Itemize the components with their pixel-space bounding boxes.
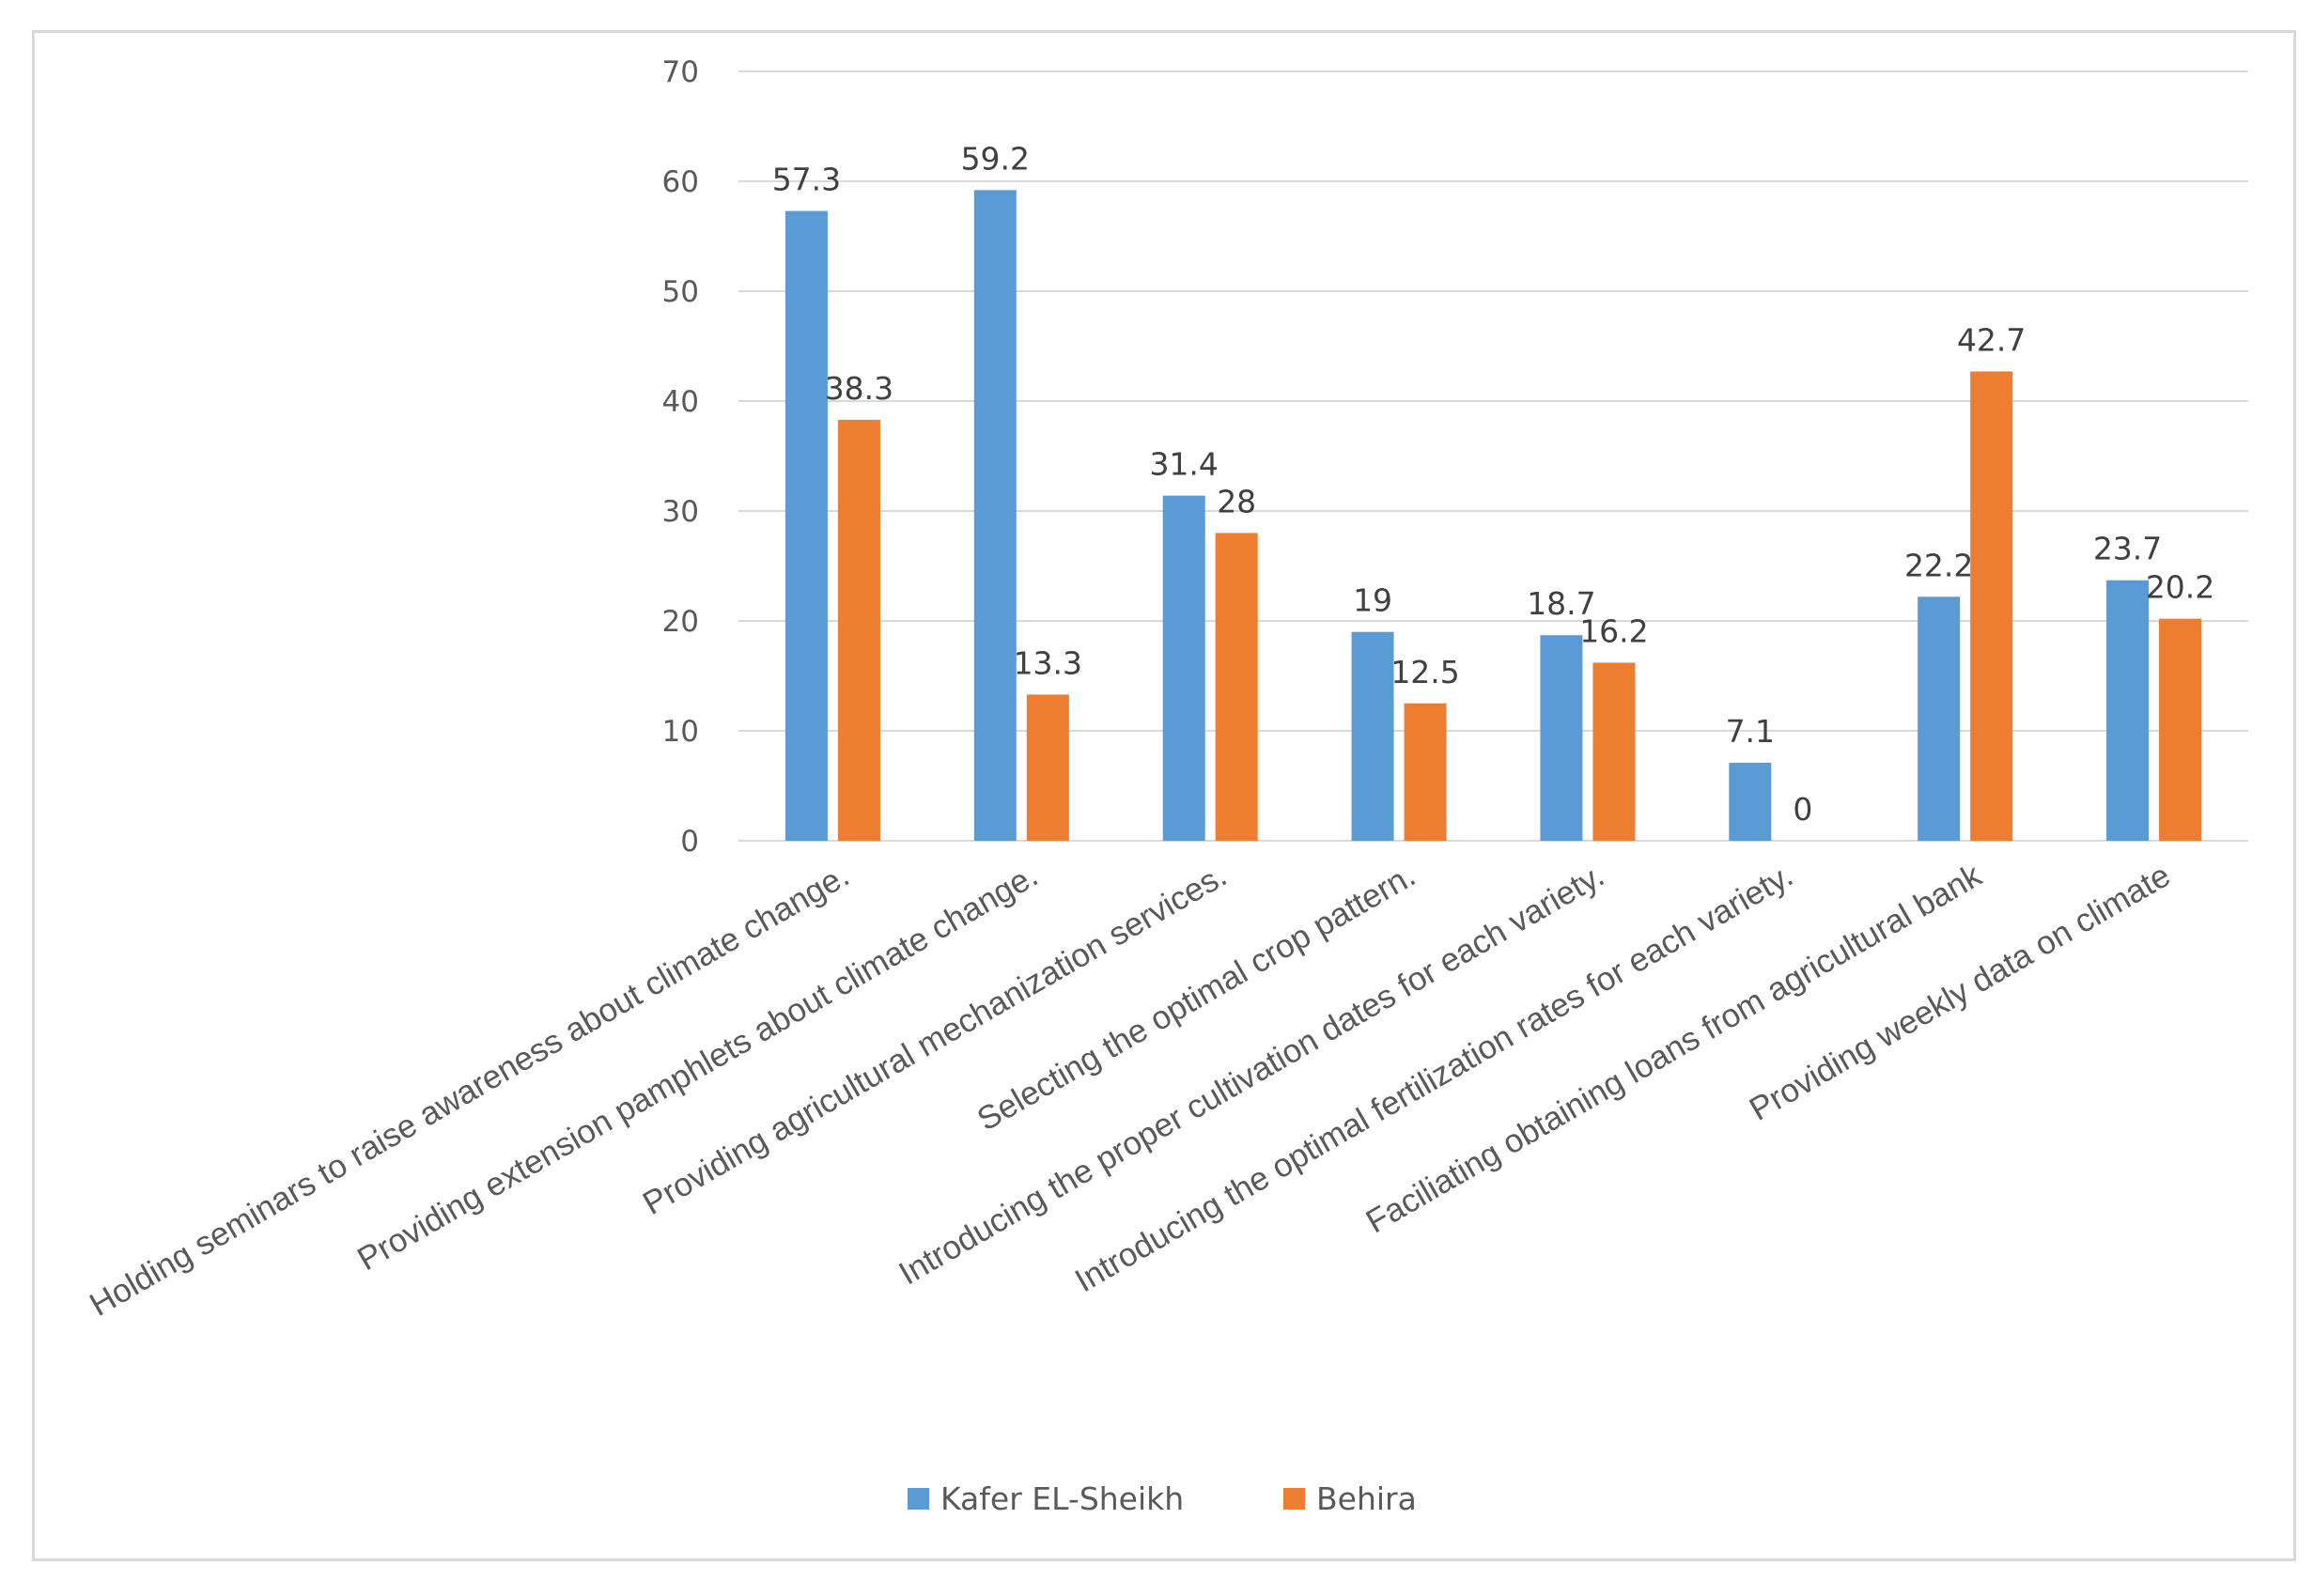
data-label: 20.2 [2146,569,2214,606]
category-label: Providing extension pamphlets about clim… [351,857,1044,1278]
bar-behira [1404,703,1447,841]
data-label: 23.7 [2093,531,2162,567]
bar-chart: 0 10 20 30 40 50 60 70 57.3 38.3 59.2 13.3 31.428 19… [84,55,2248,1517]
data-label: 28 [1217,483,1256,519]
y-tick-label: 60 [662,165,699,199]
y-tick-label: 10 [662,715,699,749]
bar-behira [837,419,880,841]
data-label: 7.1 [1726,713,1775,750]
y-tick-label: 30 [662,495,699,529]
data-label: 16.2 [1579,612,1648,649]
bar-kafer-el-sheikh [973,190,1017,842]
bars [784,190,2202,842]
data-label: 18.7 [1527,585,1595,622]
bar-behira [1215,533,1258,841]
bar-kafer-el-sheikh [1540,635,1583,841]
y-tick-label: 0 [680,825,699,859]
legend: Kafer EL-Sheikh Behira [908,1480,1417,1517]
data-label: 12.5 [1390,654,1459,690]
data-label: 22.2 [1904,547,1973,583]
y-tick-label: 70 [662,55,699,89]
data-label: 19 [1353,582,1392,619]
data-label: 59.2 [961,140,1030,177]
bar-behira [2159,618,2202,841]
bar-kafer-el-sheikh [2106,580,2150,841]
chart-frame: 0 10 20 30 40 50 60 70 57.3 38.3 59.2 13.3 31.4 28 19… [32,30,2296,1561]
data-label: 38.3 [825,370,893,407]
data-label: 13.3 [1014,644,1082,681]
bar-behira [1592,662,1636,841]
legend-swatch-behira [1283,1488,1305,1510]
data-labels: 57.3 38.3 59.2 13.3 31.428 19 12.5 18.716.2 7.1 0… [772,140,2215,828]
bar-kafer-el-sheikh [784,210,828,842]
y-tick-label: 20 [662,605,699,639]
legend-label-kafer-el-sheikh: Kafer EL-Sheikh [940,1480,1184,1517]
category-label: Introducing the proper cultivation dates… [893,857,1610,1292]
bar-behira [1026,694,1069,841]
data-label: 57.3 [772,162,841,198]
category-labels: Holding seminars to raise awareness abou… [84,857,2177,1324]
bar-kafer-el-sheikh [1918,597,1961,841]
legend-swatch-kafer-el-sheikh [908,1488,929,1510]
data-label: 42.7 [1957,321,2026,358]
legend-label-behira: Behira [1316,1480,1417,1517]
bar-kafer-el-sheikh [1162,495,1205,841]
bar-kafer-el-sheikh [1729,762,1772,841]
bar-behira [1970,371,2013,841]
y-axis-ticks: 0 10 20 30 40 50 60 70 [662,55,699,859]
category-label: Holding seminars to raise awareness abou… [84,857,855,1324]
bar-kafer-el-sheikh [1351,631,1394,841]
gridlines [738,70,2248,842]
category-label: Introducing the optimal fertilization ra… [1069,857,1799,1299]
data-label: 0 [1793,791,1812,828]
y-tick-label: 50 [662,275,699,309]
data-label: 31.4 [1149,446,1218,483]
y-tick-label: 40 [662,385,699,419]
